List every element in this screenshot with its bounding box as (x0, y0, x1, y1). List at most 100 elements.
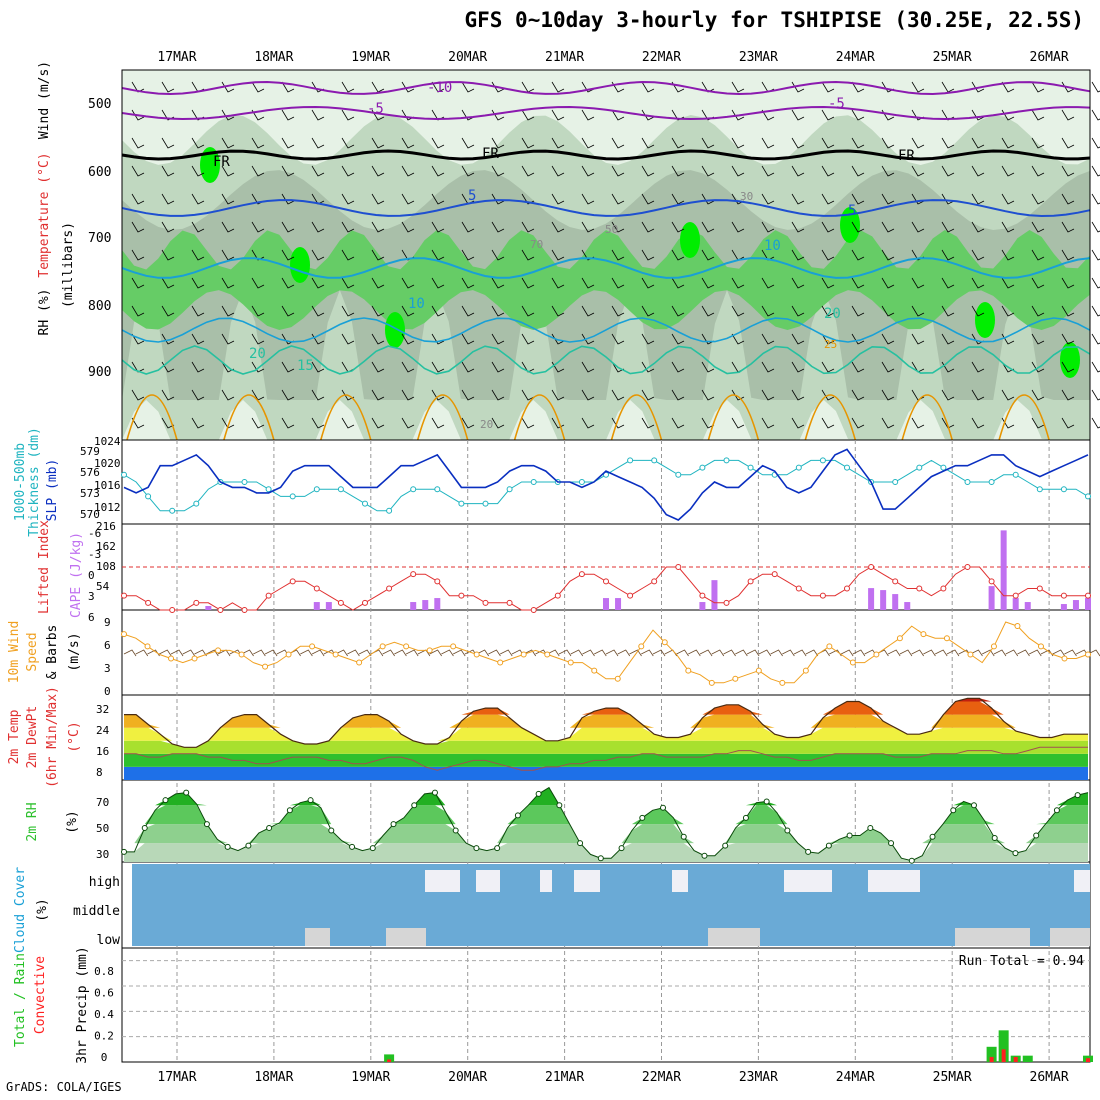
upper-wind-barb (641, 165, 655, 177)
upper-wind-barb (971, 417, 985, 429)
upper-wind-barb (341, 81, 355, 93)
wind-speed-line-point (567, 659, 574, 666)
thickness-line-point (603, 471, 609, 478)
upper-wind-barb (461, 389, 475, 401)
cloud-low-block (955, 928, 1030, 946)
thickness-line-point (241, 479, 248, 485)
upper-wind-barb (1001, 249, 1015, 261)
upper-wind-barb (971, 137, 985, 149)
rh2m-line-point (950, 807, 957, 814)
upper-wind-barb (551, 109, 565, 121)
upper-wind-barb (371, 137, 385, 149)
upper-wind-barb (371, 361, 385, 373)
upper-wind-barb (1031, 221, 1045, 233)
upper-wind-barb (191, 389, 205, 401)
upper-wind-barb (611, 193, 625, 205)
surface-wind-barb (123, 649, 137, 657)
lifted-index-line-point (940, 585, 947, 592)
upper-wind-barb (131, 389, 145, 401)
upper-wind-barb (1031, 81, 1045, 93)
lifted-index-line-point (530, 607, 537, 613)
thickness-line-point (265, 486, 272, 493)
upper-wind-barb (701, 193, 715, 205)
wind-speed-line-point (285, 651, 292, 658)
upper-wind-barb (581, 221, 595, 233)
thickness-line-point (434, 486, 441, 493)
wind-speed-line-point (990, 643, 997, 650)
upper-wind-barb (971, 165, 985, 177)
cape-bar (868, 588, 875, 610)
upper-wind-barb (941, 193, 955, 205)
wind-speed-line-point (1037, 643, 1044, 650)
upper-wind-barb (401, 277, 415, 289)
upper-wind-barb (1091, 109, 1100, 121)
wind-speed-line-point (1085, 651, 1091, 658)
upper-wind-barb (821, 361, 835, 373)
surface-wind-barb (617, 649, 631, 657)
thickness-line-point (337, 486, 344, 493)
contour-25 (804, 394, 857, 441)
upper-wind-barb (881, 221, 895, 233)
precip-axis-label: Convective (33, 956, 48, 1034)
lifted-index-line-point (1036, 585, 1043, 592)
upper-wind-barb (971, 109, 985, 121)
upper-wind-barb (491, 81, 505, 93)
rh-band-bright (385, 312, 405, 348)
wind-speed-line-point (262, 663, 269, 670)
upper-wind-barb (551, 333, 565, 345)
surface-wind-barb (582, 649, 595, 657)
upper-wind-barb (641, 389, 655, 401)
thickness-line-point (675, 471, 682, 478)
wind-speed-line-point (473, 651, 480, 658)
upper-wind-barb (251, 277, 265, 289)
temp-fill-band (124, 766, 1088, 780)
surface-wind-barb (970, 649, 983, 657)
lifted-index-line-point (1060, 592, 1067, 599)
thickness-line-point (145, 493, 152, 500)
upper-wind-barb (791, 137, 805, 149)
contour-minus10 (121, 80, 1091, 96)
precip-convective-bar (387, 1059, 392, 1062)
lifted-index-line-point (699, 592, 706, 599)
upper-wind-barb (911, 193, 925, 205)
lifted-index-line-point (964, 564, 971, 570)
cape-bar (615, 598, 622, 610)
upper-wind-barb (161, 221, 175, 233)
cloud-level-label: low (97, 933, 121, 948)
dewpoint-line (124, 746, 1088, 771)
upper-wind-barb (251, 109, 265, 121)
surface-wind-barb (629, 649, 642, 657)
upper-wind-barb (431, 81, 445, 93)
thickness-line-point (844, 464, 850, 471)
upper-wind-barb (131, 109, 145, 121)
cloud-level-label: middle (73, 904, 120, 919)
upper-wind-barb (1091, 361, 1100, 373)
rh2m-line-point (805, 848, 812, 855)
temp-axis-label: 2m Temp (7, 709, 22, 764)
upper-wind-barb (251, 221, 265, 233)
cape-bar (711, 580, 718, 610)
thickness-line-point (819, 457, 826, 464)
upper-wind-barb (941, 389, 955, 401)
rh2m-line-point (742, 814, 749, 821)
rh2m-fill-band (124, 843, 1088, 862)
upper-wind-barb (191, 193, 205, 205)
contour-20 (121, 345, 1091, 375)
upper-wind-barb (671, 389, 685, 401)
lifted-index-line-point (289, 578, 296, 585)
precip-convective-bar (1086, 1058, 1090, 1062)
upper-wind-barb (401, 165, 415, 177)
upper-wind-barb (611, 417, 625, 429)
upper-wind-barb (1031, 389, 1045, 401)
upper-wind-barb (1001, 305, 1015, 317)
temp-fill-band (124, 714, 1088, 728)
slp-tick: 1012 (94, 501, 121, 514)
upper-wind-barb (911, 277, 925, 289)
thickness-line-point (940, 464, 947, 471)
upper-wind-barb (491, 165, 505, 177)
cloud-high-block (672, 870, 688, 892)
surface-wind-barb (735, 649, 748, 657)
upper-wind-barb (881, 277, 895, 289)
upper-wind-barb (821, 249, 835, 261)
upper-wind-barb (641, 137, 655, 149)
